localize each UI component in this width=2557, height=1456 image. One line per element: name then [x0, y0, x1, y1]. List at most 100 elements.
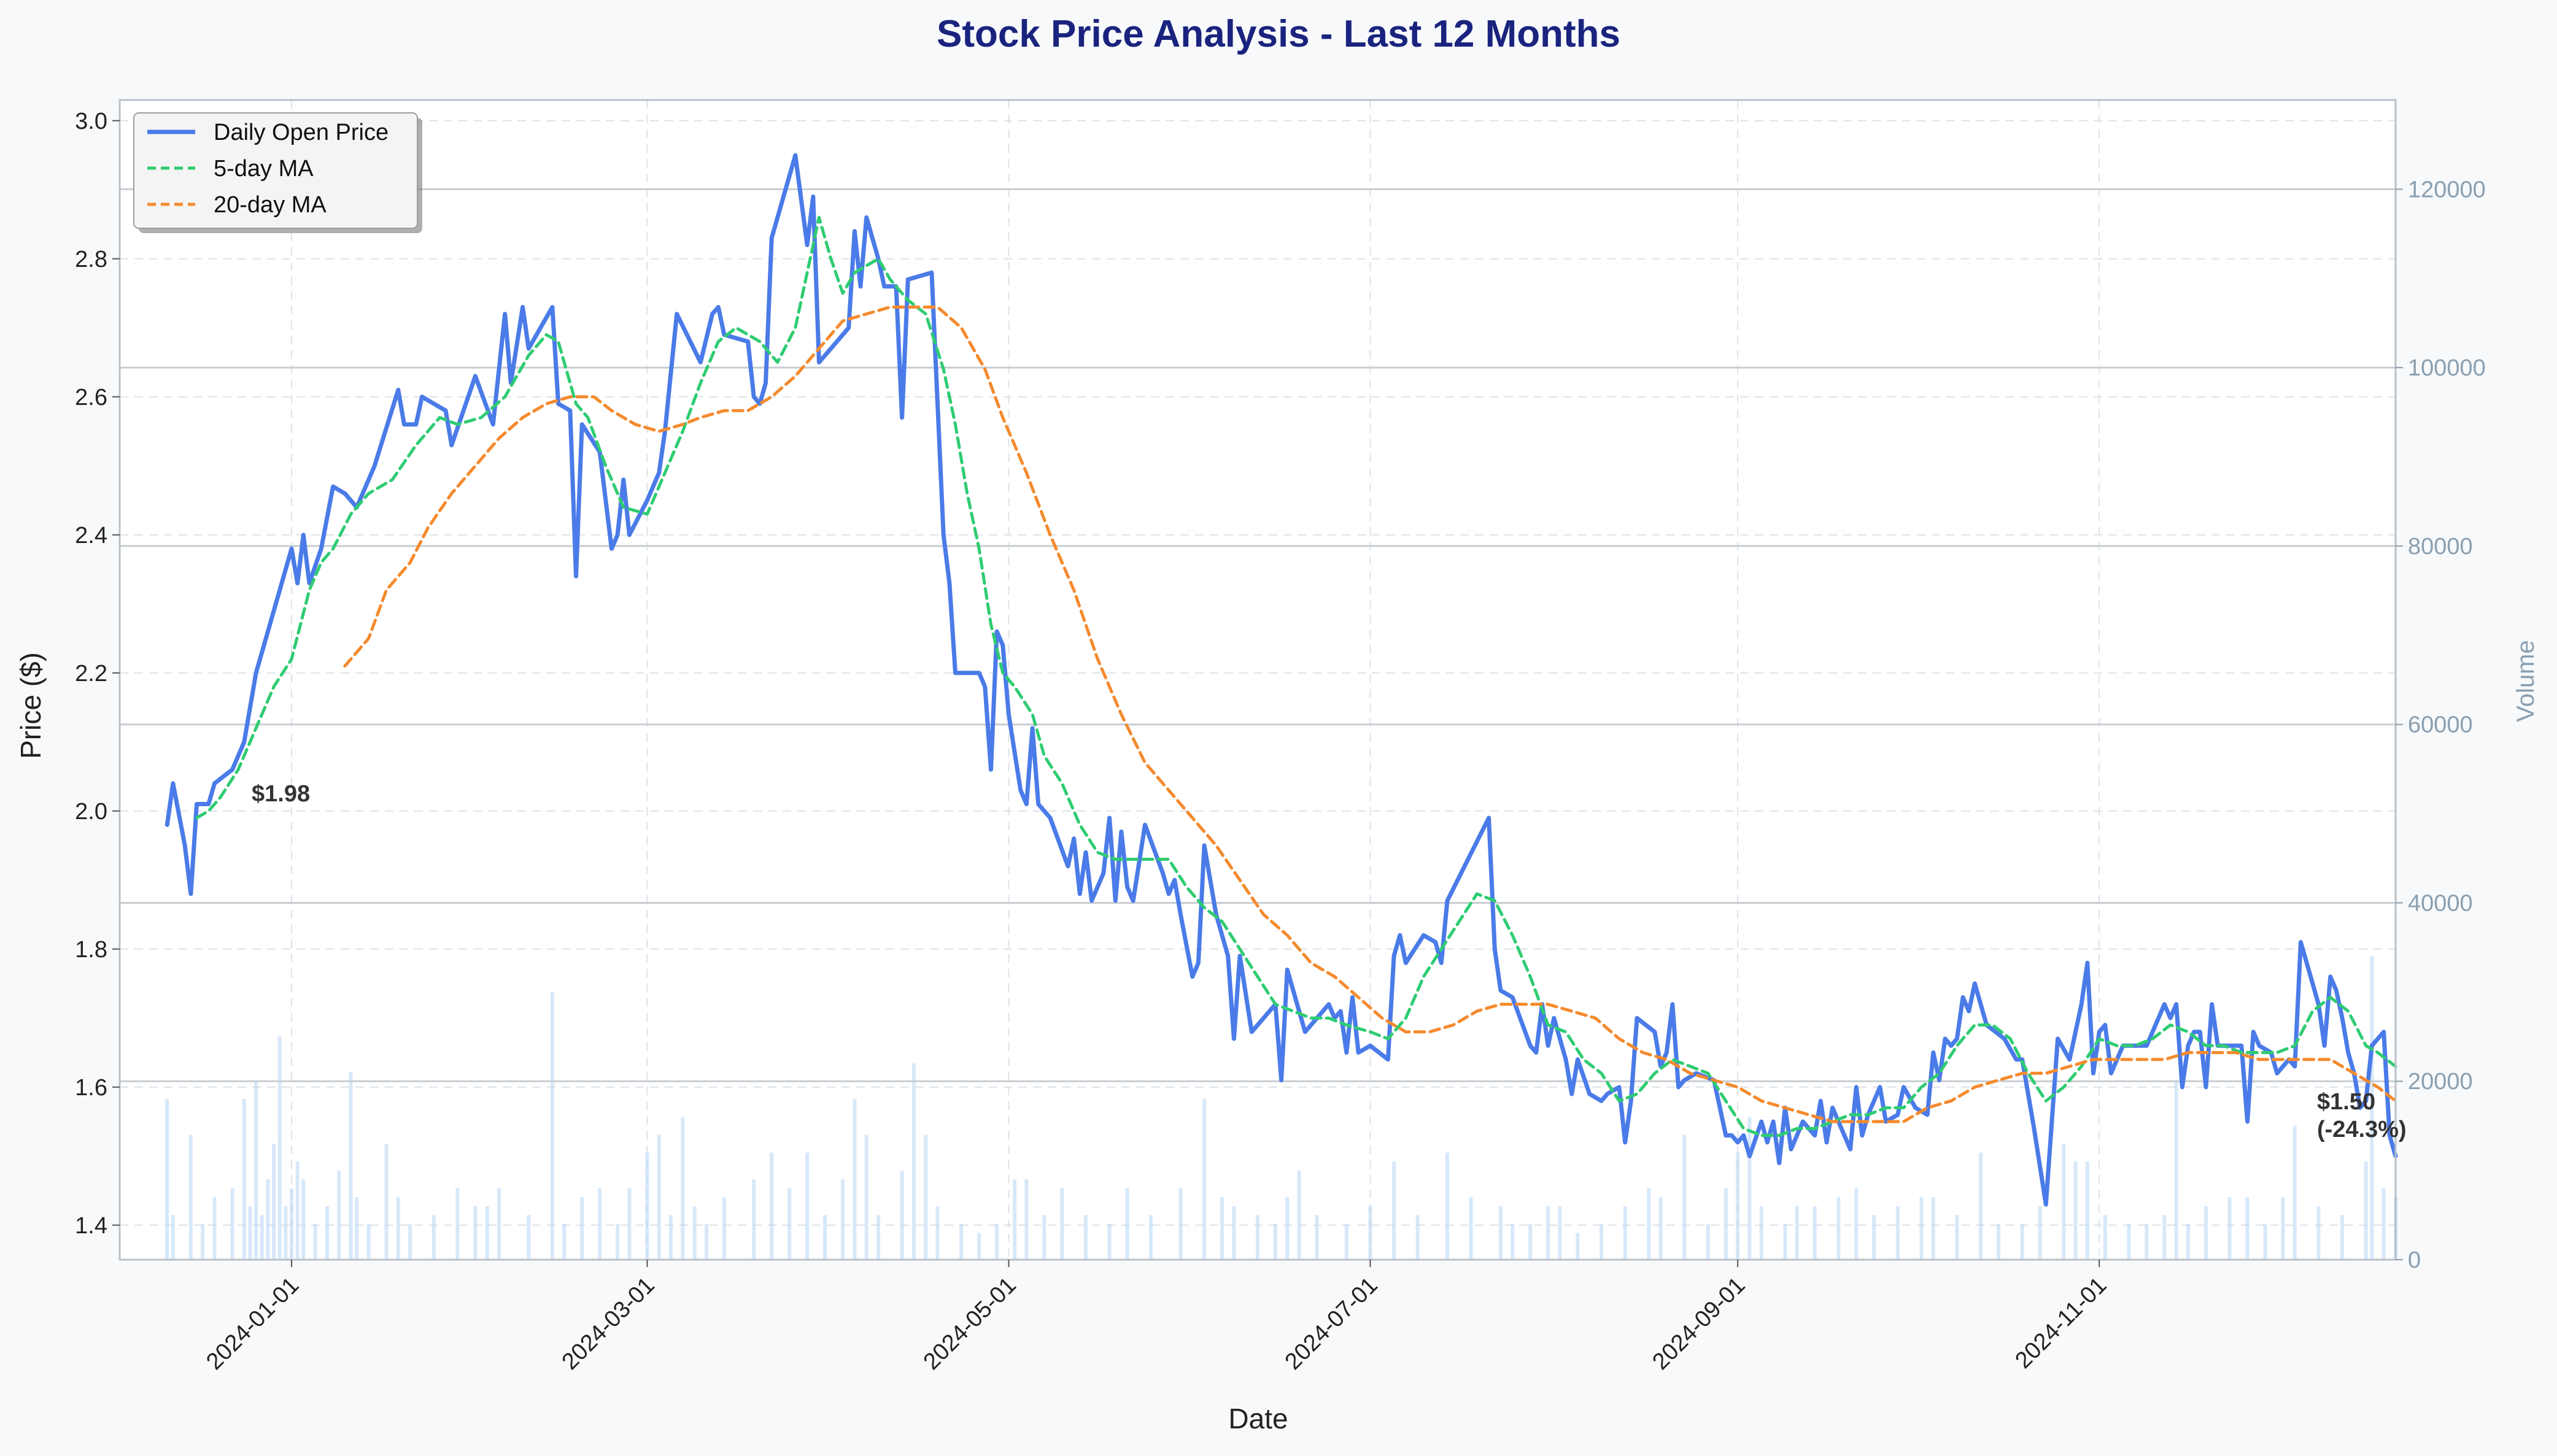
volume-bar: [1979, 1152, 1983, 1260]
volume-bar: [1024, 1179, 1029, 1260]
volume-bar: [900, 1170, 904, 1260]
volume-bar: [841, 1179, 845, 1260]
y2-tick-label: 20000: [2408, 1069, 2473, 1095]
volume-bar: [1706, 1223, 1710, 1260]
legend-box: [133, 112, 418, 229]
volume-bar: [337, 1170, 341, 1260]
volume-bar: [2174, 1081, 2178, 1260]
volume-bar: [1469, 1197, 1473, 1260]
volume-bar: [704, 1223, 708, 1260]
y2-tick-label: 60000: [2408, 712, 2473, 738]
volume-bar: [1836, 1197, 1841, 1260]
y-tick-label: 1.6: [75, 1075, 107, 1101]
volume-bar: [1658, 1197, 1663, 1260]
y2-tick-label: 80000: [2408, 534, 2473, 560]
volume-bar: [1919, 1197, 1924, 1260]
volume-bar: [2162, 1215, 2167, 1260]
y-axis-label: Price ($): [15, 652, 47, 759]
volume-bar: [823, 1215, 827, 1260]
volume-bar: [1392, 1161, 1396, 1260]
volume-bar: [497, 1188, 501, 1260]
volume-bar: [301, 1179, 306, 1260]
volume-bar: [1220, 1197, 1224, 1260]
volume-bar: [248, 1206, 252, 1260]
volume-bar: [254, 1081, 258, 1260]
volume-bar: [527, 1215, 531, 1260]
volume-bar: [2370, 956, 2374, 1260]
legend-label-price: Daily Open Price: [214, 120, 389, 145]
volume-bar: [1528, 1223, 1533, 1260]
volume-bar: [1955, 1215, 1959, 1260]
y-tick-label: 2.0: [75, 799, 107, 825]
volume-bar: [1013, 1179, 1017, 1260]
y2-tick-label: 40000: [2408, 890, 2473, 916]
volume-bar: [2127, 1223, 2131, 1260]
volume-bar: [325, 1206, 329, 1260]
volume-bar: [911, 1063, 916, 1260]
volume-bar: [562, 1223, 567, 1260]
chart-title: Stock Price Analysis - Last 12 Months: [937, 13, 1620, 55]
volume-bar: [1232, 1206, 1236, 1260]
volume-bar: [2186, 1223, 2191, 1260]
volume-bar: [284, 1206, 288, 1260]
volume-bar: [2145, 1223, 2149, 1260]
volume-bar: [2085, 1161, 2089, 1260]
y-tick-label: 2.8: [75, 247, 107, 272]
volume-bar: [787, 1188, 792, 1260]
volume-bar: [1368, 1206, 1372, 1260]
volume-bar: [1256, 1215, 1259, 1260]
secondary-y-axis-label: Volume: [2512, 640, 2539, 722]
volume-bar: [1546, 1206, 1550, 1260]
volume-bar: [431, 1215, 436, 1260]
volume-bar: [1498, 1206, 1503, 1260]
volume-bar: [171, 1215, 175, 1260]
volume-bar: [669, 1215, 673, 1260]
volume-bar: [598, 1188, 602, 1260]
volume-bar: [1931, 1197, 1935, 1260]
y-tick-label: 2.6: [75, 385, 107, 410]
volume-bar: [212, 1197, 217, 1260]
volume-bar: [366, 1223, 371, 1260]
volume-bar: [627, 1188, 632, 1260]
y2-tick-label: 0: [2408, 1247, 2421, 1273]
volume-bar: [1558, 1206, 1562, 1260]
y-tick-label: 3.0: [75, 109, 107, 134]
end-change-annotation: (-24.3%): [2317, 1117, 2407, 1142]
y-tick-label: 1.8: [75, 937, 107, 963]
volume-bar: [1723, 1188, 1728, 1260]
volume-bar: [2364, 1161, 2368, 1260]
volume-bar: [1997, 1223, 2001, 1260]
volume-bar: [384, 1144, 389, 1260]
volume-bar: [2340, 1215, 2345, 1260]
plot-area: [120, 100, 2396, 1260]
volume-bar: [201, 1223, 205, 1260]
volume-bar: [681, 1117, 685, 1260]
volume-bar: [2103, 1215, 2107, 1260]
volume-bar: [230, 1188, 234, 1260]
y-tick-label: 2.2: [75, 661, 107, 687]
volume-bar: [580, 1197, 584, 1260]
volume-bar: [657, 1134, 661, 1260]
volume-bar: [752, 1179, 756, 1260]
volume-bar: [1895, 1206, 1900, 1260]
y2-tick-label: 100000: [2408, 355, 2486, 381]
volume-bar: [2227, 1197, 2232, 1260]
volume-bar: [864, 1134, 868, 1260]
volume-bar: [1623, 1206, 1627, 1260]
volume-bar: [1576, 1233, 1580, 1260]
y2-tick-label: 120000: [2408, 177, 2486, 202]
volume-bar: [1812, 1206, 1817, 1260]
y-axis-ticks: 1.4 1.6 1.8 2.0 2.2 2.4 2.6 2.8 3.0: [75, 109, 120, 1239]
volume-bar: [295, 1161, 300, 1260]
plot-frame: [118, 99, 2397, 1261]
volume-bar: [2204, 1206, 2208, 1260]
volume-bar: [313, 1223, 317, 1260]
volume-bar: [722, 1197, 726, 1260]
volume-bar: [266, 1179, 270, 1260]
volume-bar: [1682, 1134, 1687, 1260]
volume-bar: [1647, 1188, 1651, 1260]
ma20-line: [343, 306, 2397, 1123]
volume-bar: [2245, 1197, 2249, 1260]
volume-bar: [1872, 1215, 1876, 1260]
volume-bar: [165, 1099, 169, 1260]
